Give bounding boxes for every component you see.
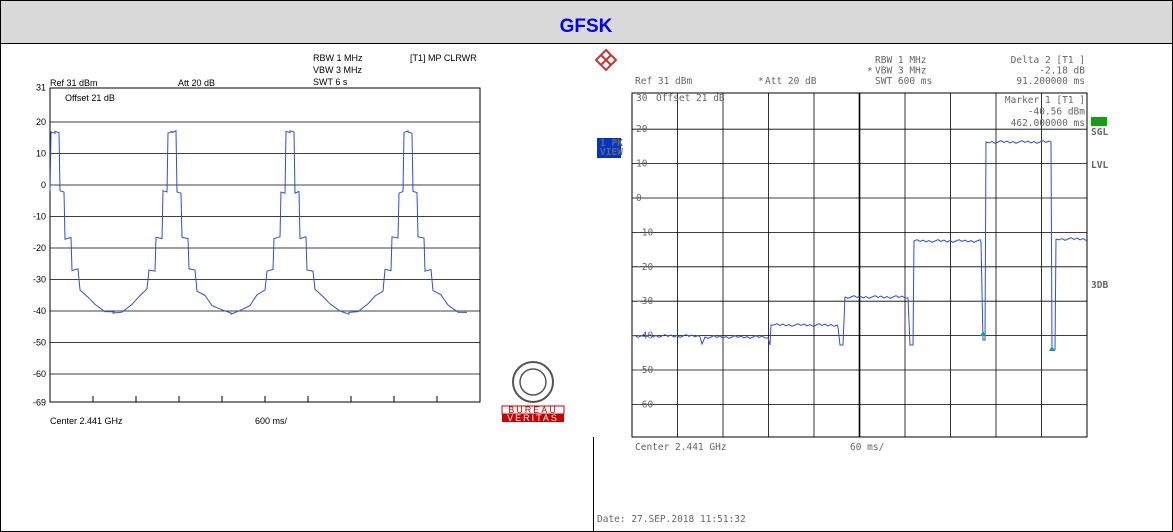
y-label: -40 (33, 306, 46, 316)
y-label: 20 (636, 124, 648, 135)
view: 1 PK (600, 138, 623, 149)
y-label: -60 (33, 369, 46, 379)
logo-seal (512, 361, 554, 403)
offset: Offset 21 dB (65, 93, 115, 103)
y-label: 20 (36, 117, 46, 127)
y-label: -30 (33, 275, 46, 285)
logo (600, 54, 612, 66)
delta: -2.18 dB (1039, 66, 1085, 77)
y-label: -20 (636, 262, 653, 273)
y-label: -50 (33, 338, 46, 348)
star: * (758, 76, 764, 87)
title: GFSK (560, 16, 613, 37)
span: 60 ms/ (850, 442, 884, 453)
offset: Offset 21 dB (656, 93, 725, 104)
ref: Ref 31 dBm (635, 76, 692, 87)
trace-mode: [T1] MP CLRWR (410, 53, 477, 63)
att: Att 20 dB (765, 76, 817, 87)
logo-text: BUREAU (508, 405, 558, 415)
setting: RBW 1 MHz (313, 53, 363, 63)
y-label: 30 (636, 93, 648, 104)
star: * (867, 66, 873, 77)
center: Center 2.441 GHz (50, 416, 123, 426)
side-label: SGL (1091, 127, 1108, 138)
view: VIEW (600, 147, 623, 158)
side-label: LVL (1091, 160, 1108, 171)
delta: 91.200000 ms (1016, 76, 1085, 87)
y-label: 0 (41, 180, 46, 190)
setting: VBW 3 MHz (875, 66, 926, 77)
header-bg (1, 1, 1172, 43)
setting: SWT 6 s (313, 77, 348, 87)
y-label: -69 (33, 397, 46, 407)
view-box (597, 138, 621, 158)
y-label: -50 (636, 365, 653, 376)
logo-seal (519, 368, 547, 396)
setting: SWT 600 ms (875, 76, 932, 87)
side-label: 3DB (1091, 280, 1108, 291)
side-box (1091, 117, 1107, 126)
trace (49, 130, 468, 315)
logo-text: VERITAS (507, 413, 559, 423)
setting: RBW 1 MHz (875, 55, 926, 66)
y-label: 0 (636, 193, 642, 204)
logo-band (502, 414, 564, 422)
y-label: 10 (36, 149, 46, 159)
date: Date: 27.SEP.2018 11:51:32 (597, 514, 746, 525)
y-label: 10 (636, 159, 648, 170)
trace (631, 140, 1088, 351)
att: Att 20 dB (178, 78, 215, 88)
y-label: -10 (33, 212, 46, 222)
delta: Delta 2 [T1 ] (1011, 55, 1085, 66)
y-label: -40 (636, 331, 653, 342)
side-label: A (1095, 116, 1101, 127)
left-plot: 31 20 10 0 -10 -20 -30 -40 -50 -60 -69 RBW 1 MHz VBW… (33, 53, 565, 426)
center: Center 2.441 GHz (635, 442, 727, 453)
span: 600 ms/ (255, 416, 288, 426)
y-label: -20 (33, 243, 46, 253)
y-label: -60 (636, 399, 653, 410)
marker: Marker 1 [T1 ] (1005, 95, 1085, 106)
y-label: -10 (636, 227, 653, 238)
marker: 462.000000 ms (1011, 118, 1085, 129)
ref: Ref 31 dBm (50, 78, 98, 88)
marker-symbol (1049, 346, 1055, 351)
marker: -40.56 dBm (1028, 107, 1085, 118)
y-label: 31 (36, 82, 46, 92)
marker-symbol (980, 331, 986, 336)
y-label: -30 (636, 296, 653, 307)
setting: VBW 3 MHz (313, 65, 363, 75)
